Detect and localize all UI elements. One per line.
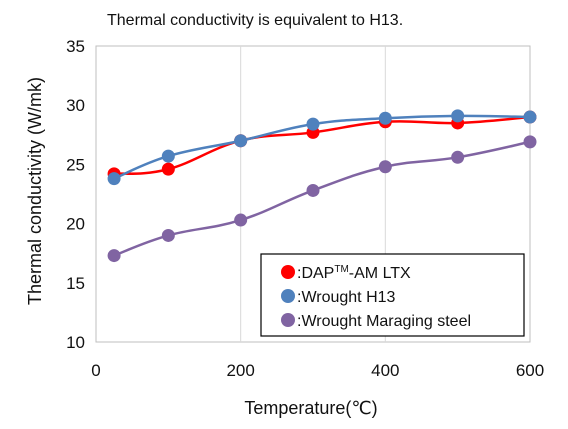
data-point bbox=[234, 134, 248, 148]
legend-marker bbox=[281, 265, 295, 279]
legend-label: :Wrought Maraging steel bbox=[297, 313, 471, 330]
legend-label: :Wrought H13 bbox=[297, 289, 396, 306]
legend-box bbox=[260, 253, 525, 337]
y-tick-label: 10 bbox=[66, 333, 85, 352]
y-tick-label: 25 bbox=[66, 155, 85, 174]
x-tick-label: 200 bbox=[226, 361, 254, 380]
series-3 bbox=[107, 135, 537, 263]
data-point bbox=[451, 150, 465, 164]
x-tick-label: 400 bbox=[371, 361, 399, 380]
data-point bbox=[378, 160, 392, 174]
data-point bbox=[107, 172, 121, 186]
data-point bbox=[306, 117, 320, 131]
data-point bbox=[451, 109, 465, 123]
data-point bbox=[107, 249, 121, 263]
legend-label: :DAPTM-AM LTX bbox=[297, 264, 411, 282]
y-tick-label: 30 bbox=[66, 96, 85, 115]
data-point bbox=[161, 149, 175, 163]
axes: 10 15 20 25 30 35 0 200 400 600 bbox=[66, 37, 544, 380]
series-layer bbox=[107, 109, 537, 263]
series-2 bbox=[107, 109, 537, 186]
data-point bbox=[523, 110, 537, 124]
x-tick-label: 0 bbox=[91, 361, 100, 380]
data-point bbox=[523, 135, 537, 149]
data-point bbox=[234, 213, 248, 227]
legend-marker bbox=[281, 313, 295, 327]
y-tick-label: 15 bbox=[66, 274, 85, 293]
y-tick-label: 20 bbox=[66, 215, 85, 234]
y-axis-label: Thermal conductivity (W/mk) bbox=[25, 77, 45, 305]
data-point bbox=[306, 183, 320, 197]
data-point bbox=[161, 162, 175, 176]
chart-title: Thermal conductivity is equivalent to H1… bbox=[107, 12, 403, 29]
x-tick-label: 600 bbox=[516, 361, 544, 380]
legend-marker bbox=[281, 289, 295, 303]
legend: :DAPTM-AM LTX :Wrought H13 :Wrought Maragi… bbox=[260, 253, 525, 337]
x-axis-label: Temperature(℃) bbox=[244, 398, 377, 418]
data-point bbox=[161, 228, 175, 242]
y-tick-label: 35 bbox=[66, 37, 85, 56]
data-point bbox=[378, 111, 392, 125]
